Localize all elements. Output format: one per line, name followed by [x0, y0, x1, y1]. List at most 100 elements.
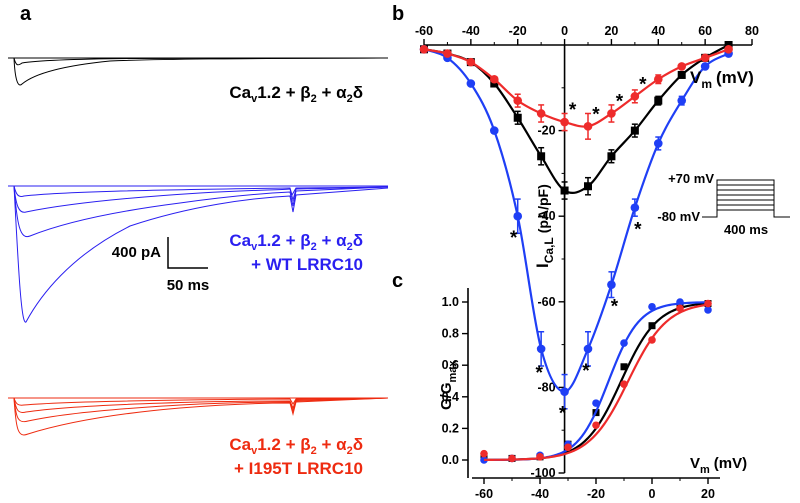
trace-black-2 [10, 57, 389, 66]
panel-b-point-blue [653, 139, 663, 148]
panel-b-point-red [419, 44, 429, 54]
panel-c-xtick-label: 0 [649, 487, 656, 501]
protocol-top-label: +70 mV [668, 171, 714, 186]
panel-c-point-blue [592, 399, 600, 407]
panel-c-ytick-label: 1.0 [442, 295, 459, 309]
panel-b-xtick-label: 80 [745, 24, 759, 38]
panel-b-point-black [607, 152, 616, 161]
panel-b-point-red [560, 117, 569, 127]
panel-b-point-black [513, 113, 522, 122]
panel-b-xtick-label: -40 [462, 24, 480, 38]
label-blue-condition: Cav1.2 + β2 + α2δ [229, 231, 363, 253]
scale-bar-current: 400 pA [112, 244, 161, 261]
panel-b-xtick-label: -20 [509, 24, 527, 38]
scale-bar-lines [167, 237, 208, 269]
panel-b-point-red [607, 109, 616, 118]
panel-c-point-blue [704, 306, 712, 314]
panel-b-significance-red: * [639, 74, 647, 95]
panel-b-point-blue [700, 62, 710, 71]
panel-c-ytick-label: 0.4 [442, 390, 459, 404]
panel-c-xtick-label: -60 [475, 487, 493, 501]
panel-c-point-black [648, 322, 656, 330]
panel-b-point-blue [560, 387, 569, 396]
panel-b-xtick-label: 20 [604, 24, 618, 38]
panel-c-ylabel: G/Gmax [438, 360, 459, 410]
panel-b-point-blue [677, 96, 687, 105]
panel-c: c -60 -40 -20 0 200.00.20.40.60.81.0 Vm (mV) … [392, 270, 747, 501]
panel-b-point-red [489, 74, 499, 84]
panel-b-significance-blue: * [510, 228, 518, 249]
panel-b-point-black [584, 182, 592, 191]
panel-b-label: b [392, 3, 404, 25]
panel-b-point-blue [583, 344, 593, 354]
panel-b-xlabel: Vm (mV) [690, 68, 754, 91]
protocol-inset [702, 179, 790, 218]
panel-c-point-blue [620, 339, 628, 347]
panel-b: b -60 -40 -20 0 20 40 60 80-20-40-60-80-100 * **… [392, 3, 790, 480]
panel-c-point-red [648, 336, 656, 344]
panel-b-point-blue [536, 344, 546, 354]
scale-bar-time: 50 ms [167, 277, 210, 294]
panel-c-point-red [704, 299, 712, 308]
panel-b-significance-red: * [569, 100, 577, 121]
panel-b-point-red [700, 53, 710, 63]
panel-b-point-red [443, 49, 452, 58]
trace-red-2 [10, 397, 389, 406]
panel-c-xtick-label: 20 [701, 487, 715, 501]
panel-b-ylabel: ICa,L(pA/pF) [533, 184, 556, 268]
panel-c-point-red [536, 453, 544, 461]
panel-b-point-red [513, 96, 523, 105]
panel-b-point-black [537, 152, 546, 161]
panel-b-point-red [466, 57, 476, 67]
panel-c-point-blue [676, 298, 684, 306]
panel-b-point-black [654, 96, 663, 105]
trace-red-4 [10, 397, 389, 423]
panel-b-point-red [724, 44, 733, 54]
panel-c-point-red [592, 421, 600, 430]
panel-b-ytick-label: -100 [531, 466, 556, 480]
trace-blue-5 [10, 185, 389, 323]
panel-c-ytick-label: 0.8 [442, 327, 459, 341]
panel-c-xtick-label: -40 [531, 487, 549, 501]
panel-c-point-red [676, 304, 684, 313]
panel-b-ytick-label: -20 [537, 124, 555, 138]
panel-a-label: a [20, 3, 32, 25]
panel-b-point-red [536, 109, 546, 118]
panel-b-xtick-label: 0 [561, 24, 568, 38]
panel-b-xtick-label: -60 [415, 24, 433, 38]
panel-c-series [480, 298, 712, 464]
panel-b-series: * * * * * * * * * * [419, 41, 733, 425]
panel-b-xtick-label: 40 [651, 24, 665, 38]
panel-b-ytick-label: -80 [537, 380, 555, 394]
panel-b-significance-blue: * [634, 220, 642, 241]
panel-c-point-red [564, 443, 572, 452]
panel-c-fit-red [483, 303, 709, 461]
scale-bar [167, 237, 208, 269]
panel-c-point-black [620, 363, 628, 371]
panel-b-point-red [653, 74, 663, 84]
panel-b-ytick-label: -60 [537, 295, 555, 309]
panel-b-point-blue [630, 203, 640, 212]
panel-a: a 400 pA 50 ms Cav1. [8, 3, 389, 478]
trace-group-black [8, 57, 389, 86]
panel-c-point-blue [648, 302, 656, 311]
panel-b-point-black [677, 70, 686, 79]
panel-b-ytick-label: -40 [537, 209, 555, 223]
trace-group-blue [8, 185, 389, 323]
panel-b-point-blue [513, 211, 523, 221]
panel-c-xlabel: Vm (mV) [690, 455, 747, 476]
panel-c-xtick-label: -20 [587, 487, 605, 501]
trace-red-5 [10, 397, 389, 436]
panel-b-significance-blue: * [611, 297, 619, 318]
trace-blue-4 [10, 185, 389, 238]
panel-b-significance-blue: * [582, 361, 590, 382]
panel-c-point-red [508, 454, 516, 463]
panel-b-significance-red: * [592, 104, 600, 125]
panel-b-axes: -60 -40 -20 0 20 40 60 80 -20 -40 -60 -80 -100 [415, 24, 759, 480]
panel-b-point-blue [607, 280, 616, 289]
panel-c-ytick-label: 0.6 [442, 358, 459, 372]
trace-blue-2 [10, 185, 389, 197]
panel-c-label: c [392, 270, 403, 292]
panel-b-point-red [630, 92, 640, 101]
